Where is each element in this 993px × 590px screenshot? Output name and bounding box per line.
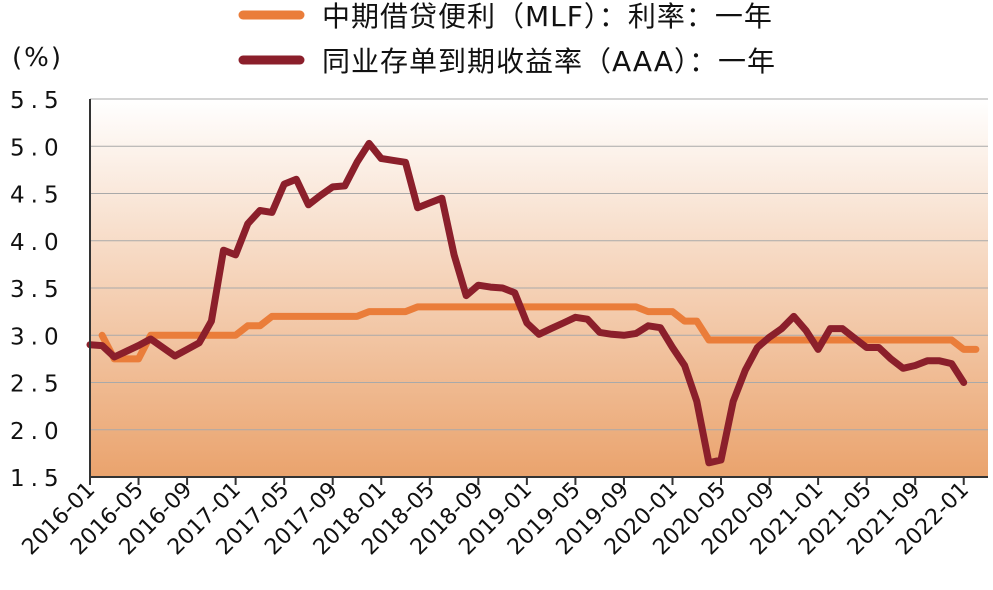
legend-label-ncd: 同业存单到期收益率（AAA）：一年: [322, 45, 776, 78]
y-tick-label-0: 5.5: [10, 88, 65, 114]
y-tick-label-7: 2.0: [10, 419, 65, 445]
x-axis-ticks: 2016-012016-052016-092017-012017-052017-…: [18, 477, 974, 560]
y-tick-label-5: 3.0: [10, 324, 65, 350]
y-tick-label-8: 1.5: [10, 466, 65, 492]
series-line-mlf: [98, 303, 980, 363]
y-tick-label-6: 2.5: [10, 372, 65, 398]
series-lines: [86, 139, 980, 467]
axes: [89, 99, 988, 478]
legend: 中期借贷便利（MLF）：利率：一年 同业存单到期收益率（AAA）：一年: [238, 0, 776, 78]
y-tick-label-3: 4.0: [10, 230, 65, 256]
y-axis-unit-label: (%): [12, 43, 63, 73]
y-tick-label-2: 4.5: [10, 183, 65, 209]
series-line-ncd: [86, 139, 968, 467]
y-tick-label-1: 5.0: [10, 135, 65, 161]
y-tick-label-4: 3.5: [10, 277, 65, 303]
y-axis-ticks: 5.5 5.0 4.5 4.0 3.5 3.0 2.5 2.0 1.5: [10, 88, 65, 492]
legend-label-mlf: 中期借贷便利（MLF）：利率：一年: [322, 0, 773, 33]
